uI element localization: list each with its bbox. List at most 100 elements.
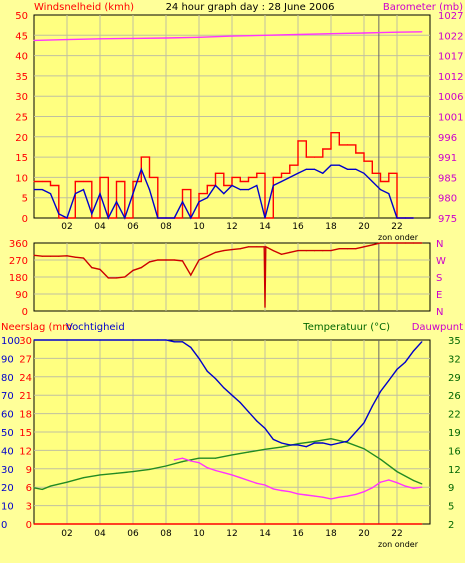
wind-average-line-point <box>74 193 76 195</box>
wind-average-line-point <box>305 168 307 170</box>
wind-average-line-point <box>132 193 134 195</box>
wind-y-tick-label: 50 <box>15 11 28 22</box>
wind-average-line-point <box>297 172 299 174</box>
sunset-label-bottom: zon onder <box>378 540 419 549</box>
wind-gust-line-point <box>181 189 184 191</box>
barometer-y-tick-label: 1022 <box>438 31 463 42</box>
temperature-line-point <box>148 468 151 470</box>
wind-direction-line-point <box>148 261 151 263</box>
x-tick-label: 12 <box>226 222 237 232</box>
humidity-line-point <box>198 357 200 359</box>
dewpoint-line-point <box>206 467 208 469</box>
wind-gust-line-point <box>148 176 151 178</box>
wind-direction-line-point <box>173 259 175 261</box>
dewpoint-axis-title: Dauwpunt <box>412 322 463 333</box>
wind-average-line-point <box>280 180 283 183</box>
temperature-y-tick-label: 22 <box>448 410 461 421</box>
humidity-line-point <box>388 379 390 382</box>
wind-average-line-point <box>223 193 225 195</box>
wind-gust-line-point <box>132 180 134 183</box>
wind-average-line-point <box>181 201 184 203</box>
x-tick-label: 18 <box>325 222 337 232</box>
wind-direction-line-point <box>305 250 307 252</box>
wind-direction-line-point <box>338 248 340 250</box>
x-tick-label: 10 <box>193 222 205 232</box>
humidity-line-point <box>379 390 382 393</box>
humidity-line-point <box>338 442 340 444</box>
humidity-y-tick-label: 80 <box>1 373 14 384</box>
x-tick-label: 22 <box>391 222 402 232</box>
humidity-temperature-panel: Neerslag (mm Vochtigheid Temperatuur (°C… <box>1 322 463 549</box>
wind-gust-line-point <box>297 140 299 142</box>
wind-average-line-point <box>165 217 167 219</box>
wind-direction-line <box>33 242 422 308</box>
wind-gust-line-point <box>223 184 225 187</box>
humidity-line-point <box>346 440 349 442</box>
wind-direction-line-point <box>41 255 43 257</box>
compass-label: W <box>436 256 446 267</box>
temperature-y-tick-label: 35 <box>448 336 461 347</box>
rain-y-tick-label: 12 <box>19 446 32 457</box>
barometer-line-point <box>330 33 332 35</box>
humidity-line-point <box>371 405 373 407</box>
humidity-line-point <box>231 394 233 396</box>
temperature-y-tick-label: 29 <box>448 373 461 384</box>
wind-average-line-point <box>256 184 258 187</box>
wind-gust-line-point <box>379 180 382 183</box>
wind-direction-line-point <box>132 269 134 271</box>
wind-y-tick-label: 40 <box>15 52 28 63</box>
humidity-y-tick-label: 60 <box>1 410 14 421</box>
x-tick-label: 10 <box>193 529 205 539</box>
temperature-line-point <box>181 461 184 463</box>
direction-y-tick-label: 90 <box>15 290 28 301</box>
wind-direction-line-point <box>412 242 415 244</box>
wind-direction-line-point <box>404 242 406 244</box>
barometer-y-tick-label: 980 <box>438 194 457 205</box>
dewpoint-line-point <box>173 459 175 461</box>
dewpoint-line-point <box>421 486 423 488</box>
rain-line-point <box>421 523 423 525</box>
humidity-y-tick-label: 50 <box>1 428 14 439</box>
temperature-line-point <box>330 438 332 440</box>
wind-gust-line-point <box>313 156 316 158</box>
humidity-y-tick-label: 30 <box>1 465 14 476</box>
wind-average-line-point <box>247 189 250 191</box>
humidity-line-point <box>272 438 274 440</box>
humidity-axis-title: Vochtigheid <box>66 322 125 333</box>
dewpoint-line-point <box>289 491 291 493</box>
barometer-y-tick-label: 996 <box>438 133 457 144</box>
dewpoint-line-point <box>346 495 349 497</box>
wind-direction-line-point <box>371 244 373 246</box>
wind-axis-title: Windsnelheid (kmh) <box>34 2 134 13</box>
humidity-y-tick-label: 20 <box>1 483 14 494</box>
dewpoint-line-point <box>379 481 382 483</box>
humidity-line-point <box>214 378 217 380</box>
wind-gust-line-point <box>247 176 250 178</box>
humidity-y-tick-label: 70 <box>1 391 14 402</box>
wind-average-line-point <box>379 189 382 191</box>
dewpoint-line-point <box>363 491 365 493</box>
humidity-line-point <box>247 411 250 413</box>
humidity-line-point <box>280 442 283 444</box>
barometer-line-point <box>231 35 233 37</box>
wind-gust-line-point <box>206 184 208 187</box>
wind-direction-line-point <box>231 249 233 251</box>
x-tick-label: 12 <box>226 529 237 539</box>
rain-line-point <box>33 523 35 525</box>
dewpoint-line-point <box>239 477 241 479</box>
wind-gust-line-point <box>280 172 283 174</box>
wind-direction-line-point <box>247 246 250 248</box>
wind-gust-line-point <box>82 180 85 183</box>
wind-gust-line-point <box>272 176 274 178</box>
wind-average-line-point <box>313 168 316 170</box>
wind-average-line-point <box>239 189 241 191</box>
wind-gust-line-point <box>115 180 118 183</box>
wind-average-line-point <box>289 176 291 178</box>
temperature-y-tick-label: 26 <box>448 391 461 402</box>
barometer-y-tick-label: 1006 <box>438 92 463 103</box>
wind-gust-line-point <box>74 180 76 183</box>
humidity-line-point <box>289 444 291 446</box>
dewpoint-line-point <box>280 489 283 492</box>
rain-y-tick-label: 9 <box>26 465 32 476</box>
wind-gust-line-point <box>289 164 291 166</box>
